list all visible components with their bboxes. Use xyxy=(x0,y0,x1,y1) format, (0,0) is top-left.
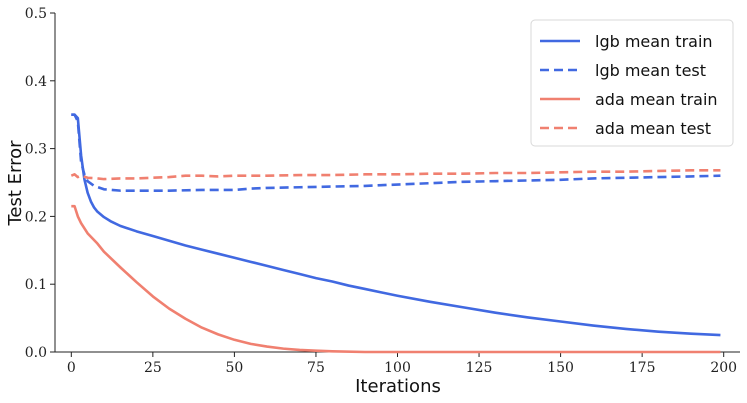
y-tick-label: 0.0 xyxy=(25,345,47,361)
y-tick-label: 0.4 xyxy=(25,74,47,90)
x-tick-label: 200 xyxy=(710,360,737,376)
series-lines xyxy=(70,113,721,354)
y-tick-label: 0.1 xyxy=(25,277,47,293)
y-tick-label: 0.5 xyxy=(25,6,47,22)
legend: lgb mean train lgb mean test ada mean trai… xyxy=(530,19,734,147)
x-tick-label: 50 xyxy=(225,360,243,376)
x-tick-label: 0 xyxy=(67,360,76,376)
series-line-lgb-mean-test xyxy=(71,113,721,192)
x-tick-label: 150 xyxy=(547,360,574,376)
legend-entry-label: ada mean test xyxy=(595,119,711,138)
y-tick-label: 0.2 xyxy=(25,209,47,225)
x-tick-label: 100 xyxy=(384,360,411,376)
x-tick-label: 75 xyxy=(307,360,325,376)
y-tick-label: 0.3 xyxy=(25,142,47,158)
x-axis-title: Iterations xyxy=(355,376,441,397)
legend-entry-label: lgb mean train xyxy=(595,32,713,51)
series-line-ada-mean-test xyxy=(70,169,721,181)
legend-box xyxy=(530,19,734,147)
series-line-ada-mean-train xyxy=(71,204,721,354)
legend-entry-label: ada mean train xyxy=(595,90,718,109)
legend-entry-label: lgb mean test xyxy=(595,61,706,80)
axes: 0 25 50 75 100 125 150 175 200 0.0 0.1 0.2 0.3 0.4 0.5 xyxy=(25,6,740,376)
x-tick-label: 175 xyxy=(629,360,656,376)
x-tick-label: 25 xyxy=(144,360,162,376)
x-tick-label: 125 xyxy=(466,360,493,376)
y-axis-title: Test Error xyxy=(5,140,26,227)
series-line-lgb-mean-train xyxy=(71,113,721,337)
